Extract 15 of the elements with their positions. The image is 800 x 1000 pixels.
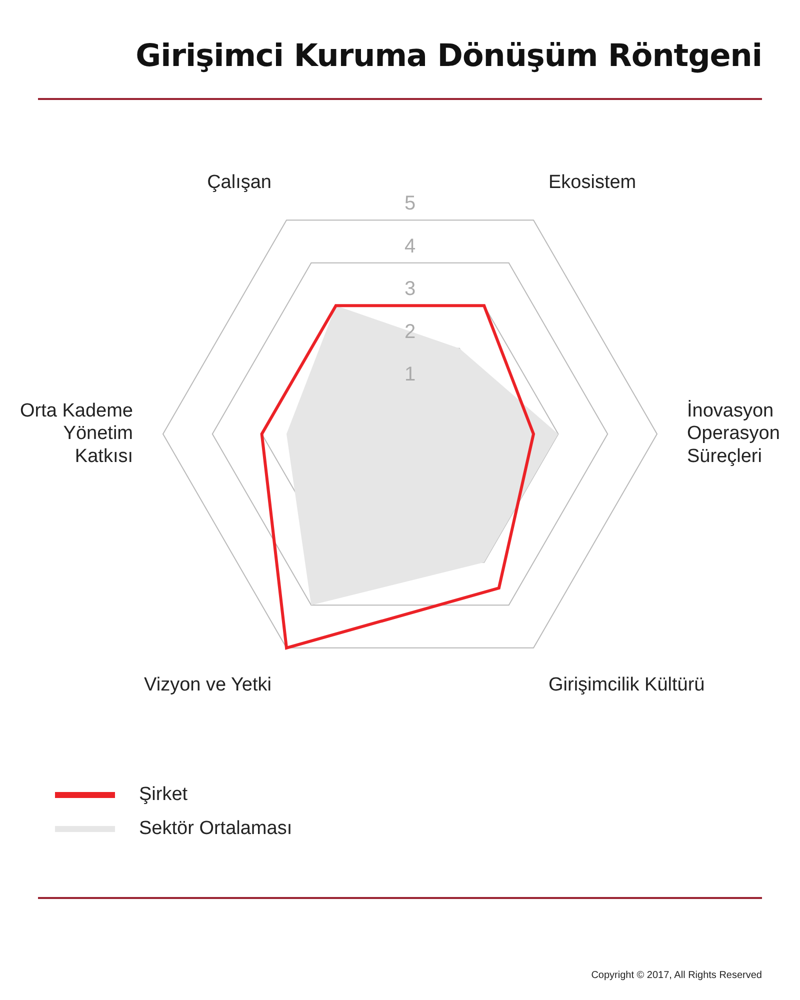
y-tick-label: 2 bbox=[404, 320, 416, 343]
legend-label: Şirket bbox=[139, 784, 188, 806]
spoke-label: Girişimcilik Kültürü bbox=[548, 674, 705, 696]
text: Copyright © 2017, All Rights Reserved bbox=[591, 970, 762, 981]
spoke-label: Ekosistem bbox=[548, 172, 636, 193]
y-tick-label: 1 bbox=[404, 364, 416, 386]
legend-label: Sektör Ortalaması bbox=[139, 818, 292, 840]
y-tick-label: 4 bbox=[404, 235, 416, 258]
spoke-label: Çalışan bbox=[207, 172, 272, 193]
spoke-label: İnovasyon Operasyon Süreçleri bbox=[687, 399, 780, 468]
y-tick-label: 3 bbox=[404, 278, 416, 300]
spoke-label: Orta Kademe Yönetim Katkısı bbox=[20, 400, 133, 468]
chart-title: Girişimci Kuruma Dönüşüm Röntgeni bbox=[136, 38, 762, 74]
spoke-label: Vizyon ve Yetki bbox=[144, 674, 272, 696]
y-tick-label: 5 bbox=[404, 192, 416, 215]
